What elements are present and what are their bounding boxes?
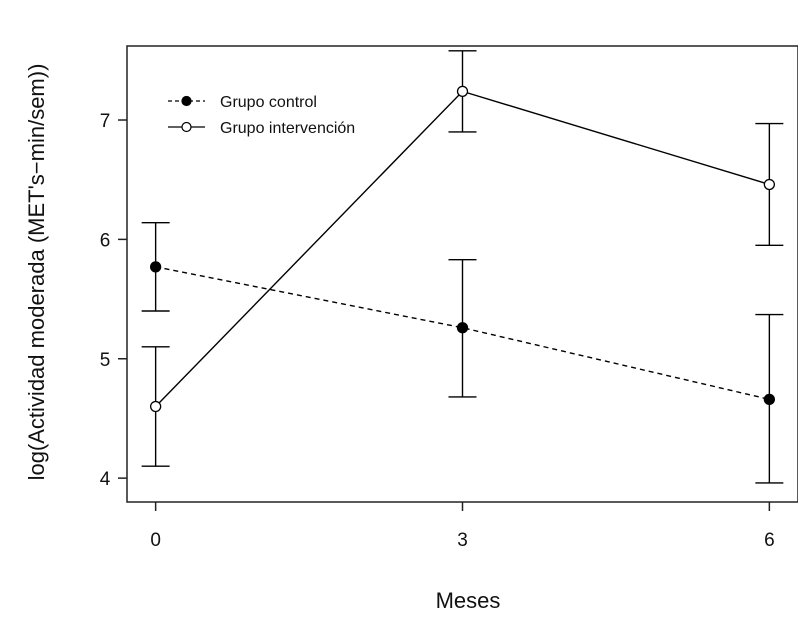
data-point: [763, 393, 776, 405]
y-tick-label: 5: [100, 350, 111, 371]
series-intervencion: [141, 50, 784, 467]
x-axis-title: Meses: [436, 588, 501, 613]
y-tick-label: 6: [100, 230, 111, 251]
y-axis: 4 5 6 7: [100, 111, 127, 490]
legend-label: Grupo intervención: [220, 120, 355, 137]
data-point: [456, 85, 469, 98]
x-tick-label: 0: [150, 530, 161, 551]
legend: Grupo control Grupo intervención: [168, 94, 355, 137]
y-tick-label: 4: [100, 469, 111, 490]
data-point: [456, 322, 469, 334]
data-point: [763, 178, 776, 191]
data-point: [149, 261, 162, 273]
legend-marker: [181, 121, 192, 133]
x-axis: 0 3 6: [150, 502, 775, 551]
y-tick-label: 7: [100, 111, 111, 132]
series-line: [155, 266, 770, 401]
legend-marker: [181, 95, 192, 107]
data-point: [149, 400, 162, 413]
x-tick-label: 3: [457, 530, 468, 551]
legend-label: Grupo control: [220, 94, 317, 111]
x-tick-label: 6: [764, 530, 775, 551]
series-layer: [141, 50, 784, 484]
series-control: [141, 221, 784, 484]
y-axis-title: log(Actividad moderada (MET's−min/sem)): [24, 64, 49, 481]
